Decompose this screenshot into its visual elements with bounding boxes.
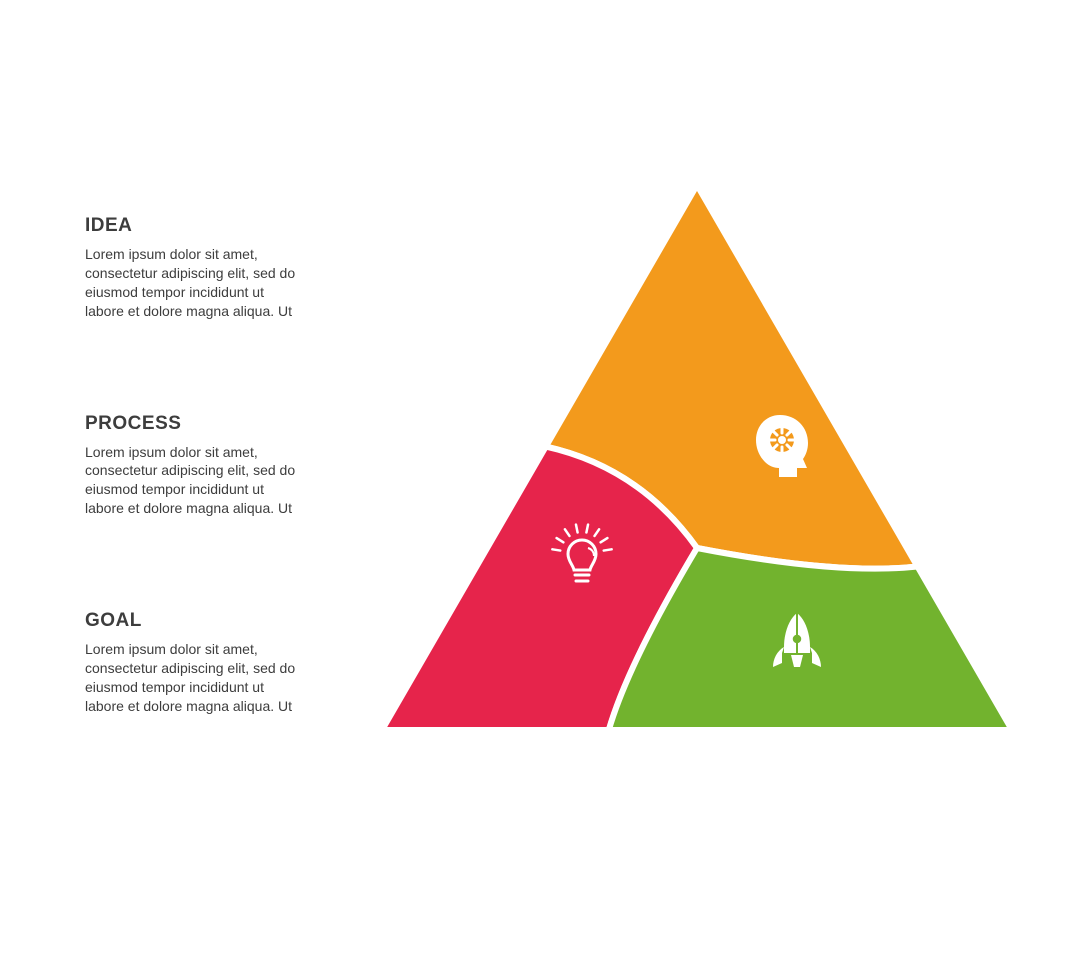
section-goal: GOAL Lorem ipsum dolor sit amet, consect… <box>85 610 305 716</box>
section-body-process: Lorem ipsum dolor sit amet, consectetur … <box>85 443 305 519</box>
section-title-idea: IDEA <box>85 215 305 237</box>
triangle-diagram <box>382 185 1012 745</box>
section-body-goal: Lorem ipsum dolor sit amet, consectetur … <box>85 640 305 716</box>
section-body-idea: Lorem ipsum dolor sit amet, consectetur … <box>85 245 305 321</box>
text-column: IDEA Lorem ipsum dolor sit amet, consect… <box>85 215 305 808</box>
section-title-goal: GOAL <box>85 610 305 632</box>
section-title-process: PROCESS <box>85 413 305 435</box>
section-process: PROCESS Lorem ipsum dolor sit amet, cons… <box>85 413 305 519</box>
section-idea: IDEA Lorem ipsum dolor sit amet, consect… <box>85 215 305 321</box>
